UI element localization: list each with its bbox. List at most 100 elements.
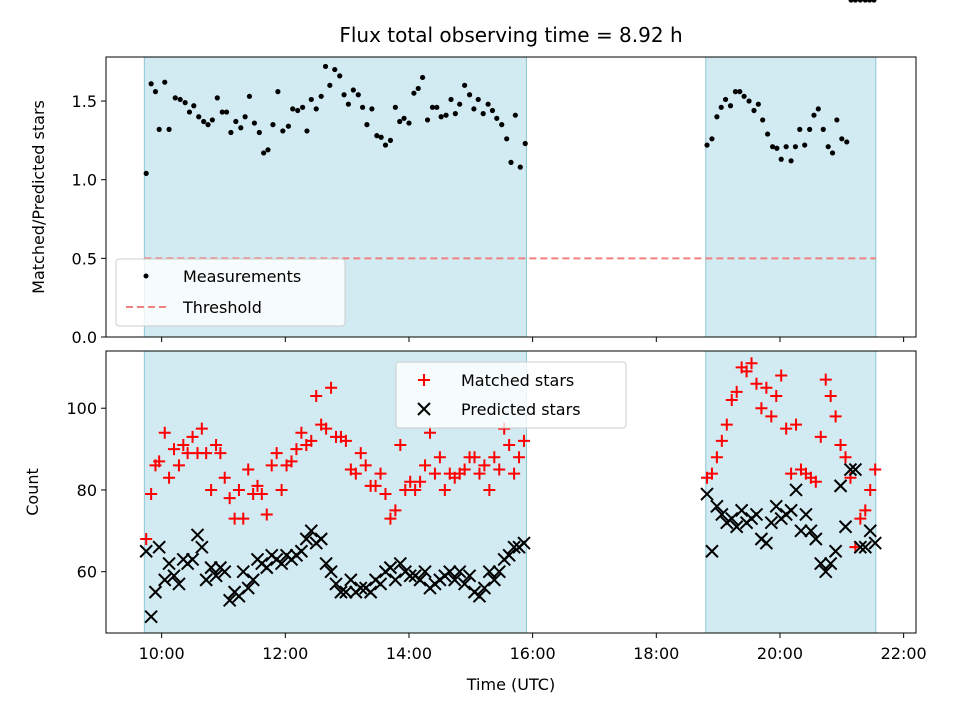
measurement-point [275,89,281,95]
measurement-point [345,101,351,107]
predicted-star-marker [413,573,427,587]
matched-star-marker [829,410,842,423]
x-tick-label: 20:00 [757,644,803,663]
matched-star-marker [839,451,852,464]
predicted-star-marker [260,560,274,575]
measurement-point [265,147,271,153]
measurement-point [148,81,154,87]
predicted-star-marker [144,609,158,624]
measurement-point [844,139,850,145]
predicted-star-marker [799,507,813,522]
measurement-point [746,98,752,104]
legend-matched-label: Matched stars [461,371,574,390]
measurement-point [364,122,370,128]
measurement-point [857,0,863,3]
x-tick-label: 22:00 [881,644,927,663]
matched-star-marker [168,443,181,456]
matched-star-marker [409,483,422,496]
predicted-star-marker [393,556,408,571]
measurement-point [485,101,491,107]
x-tick-label: 10:00 [139,644,185,663]
predicted-star-marker [418,564,432,579]
matched-star-marker [140,533,153,545]
matched-star-marker [473,467,486,480]
measurement-point [223,109,230,115]
predicted-star-marker [759,536,774,550]
predicted-star-marker [848,462,863,477]
predicted-star-marker [319,556,333,571]
matched-star-marker [200,447,213,460]
measurement-point [852,0,859,3]
measurement-point [448,96,454,103]
matched-star-marker [186,430,199,443]
matched-star-marker [715,434,728,447]
predicted-star-marker [139,544,153,558]
y-tick-label: 100 [66,399,97,418]
predicted-star-marker [209,569,223,583]
measurement-point [807,126,813,132]
y-tick-label: 0.5 [72,249,97,268]
matched-star-marker [493,463,506,476]
matched-star-marker [503,439,516,451]
chart-title: Flux total observing time = 8.92 h [339,23,682,47]
measurement-point [494,115,500,121]
matched-star-marker [513,451,526,464]
measurement-point [406,120,412,126]
measurement-point [499,122,505,128]
predicted-star-marker [448,573,462,587]
measurement-point [360,104,366,110]
x-tick-label: 18:00 [633,644,679,663]
predicted-star-marker [294,544,309,558]
matched-star-marker [710,451,723,464]
measurement-point [411,90,417,96]
measurement-point [318,93,324,99]
measurement-point [290,106,296,112]
matched-star-marker [232,483,245,496]
predicted-star-marker [158,573,172,587]
measurement-point [438,114,444,120]
top-data-marks [143,0,877,260]
matched-star-marker [214,447,227,460]
matched-star-marker [755,402,768,415]
measurement-point [848,0,854,3]
predicted-star-marker [314,532,328,546]
matched-star-marker [285,455,298,468]
matched-star-marker [195,422,208,435]
predicted-star-marker [507,540,521,554]
measurement-point [709,136,715,142]
predicted-star-marker [299,532,314,546]
measurement-point [522,140,528,147]
measurement-point [332,66,338,73]
measurement-point [867,0,873,3]
measurement-point [205,122,211,128]
predicted-star-marker [241,581,255,595]
predicted-star-marker [823,556,838,571]
x-axis-label: Time (UTC) [466,675,555,694]
predicted-star-marker [462,569,477,583]
measurement-point [457,101,463,107]
predicted-star-marker [329,577,343,591]
matched-star-marker [458,463,471,476]
predicted-star-marker [833,479,848,493]
matched-star-marker [705,467,718,480]
matched-star-marker [468,451,481,464]
measurement-point [172,95,178,101]
measurement-point [196,114,202,120]
predicted-star-marker [222,593,237,608]
predicted-star-marker [858,540,873,554]
predicted-star-marker [843,462,858,477]
measurement-point [219,109,225,115]
y-tick-label: 80 [77,481,97,500]
measurement-point [480,111,486,117]
matched-star-marker [158,426,171,439]
predicted-star-marker [710,499,724,514]
predicted-star-marker [487,573,502,587]
predicted-star-marker [344,573,358,587]
matched-star-marker [369,479,382,492]
matched-star-marker [488,451,501,464]
matched-star-marker [775,369,788,382]
measurement-point [186,109,193,115]
top-legend: Measurements Threshold [115,258,346,327]
matched-star-marker [869,463,882,476]
measurement-point [434,104,440,110]
